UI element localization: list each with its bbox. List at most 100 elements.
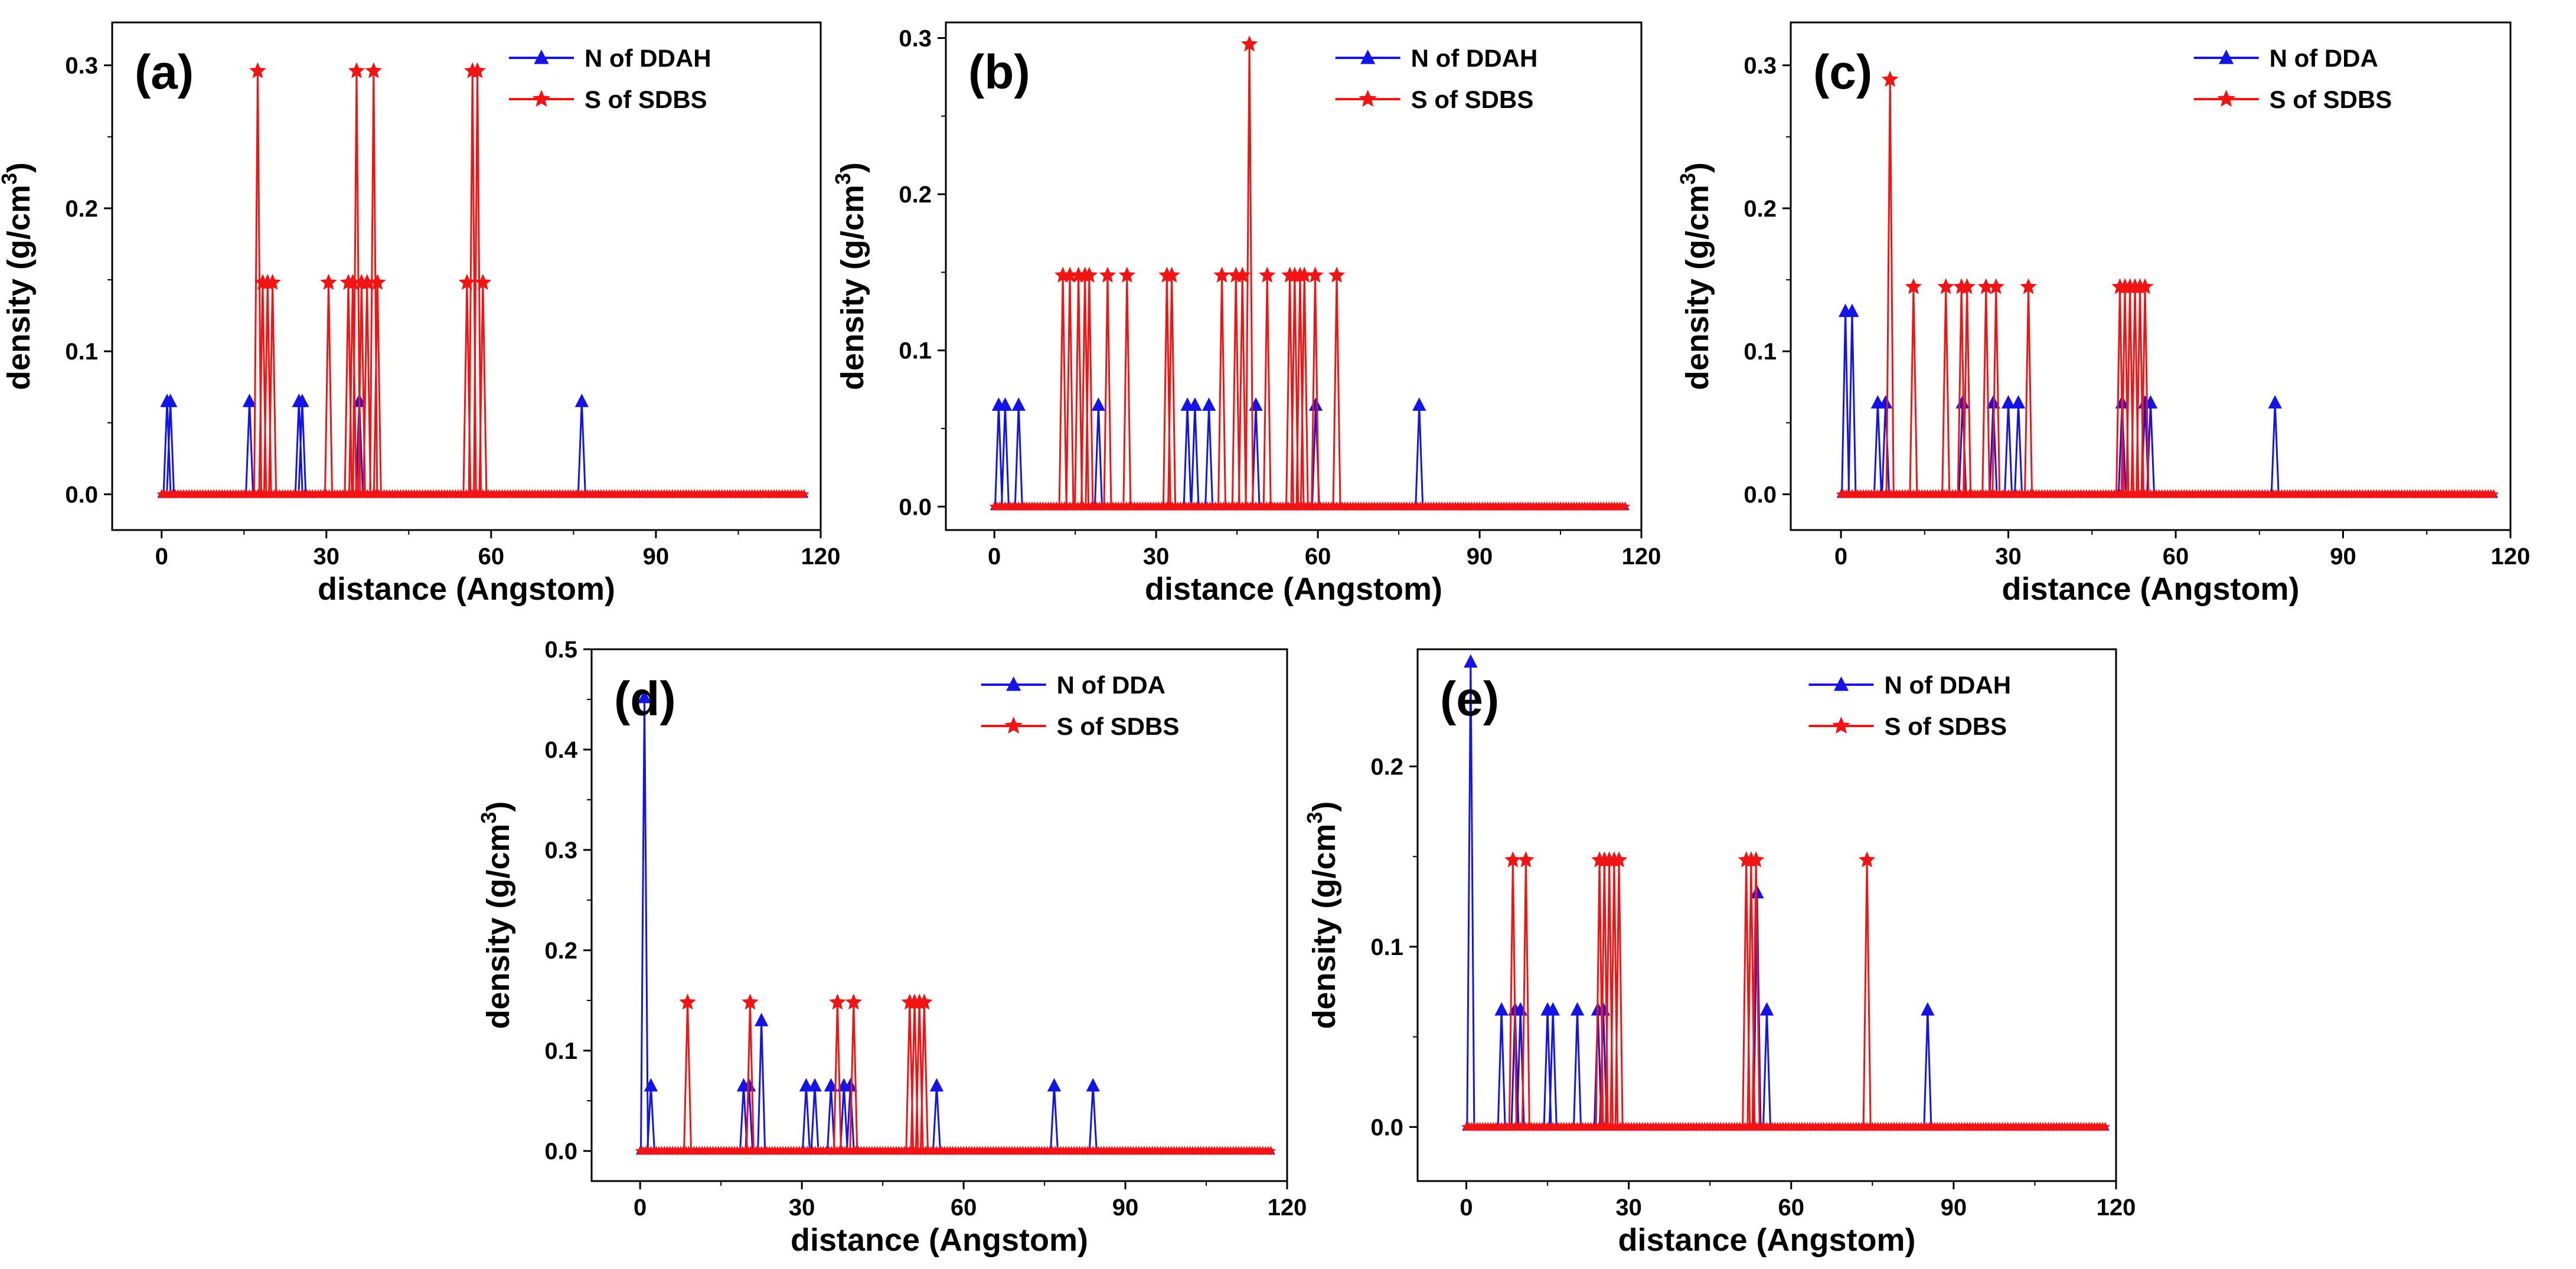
legend-label: S of SDBS [2270, 86, 2392, 113]
legend-label: N of DDA [1057, 671, 1165, 699]
peak-marker-triangle [1546, 1002, 1560, 1016]
peak-marker-triangle [1188, 397, 1202, 411]
x-axis-title: distance (Angstom) [318, 571, 615, 607]
baseline-markers [156, 489, 809, 499]
series-s [989, 35, 1631, 511]
y-tick-label: 0.0 [1744, 482, 1777, 508]
chart-panel: 0 30 60 90 120 0.0 0.1 0.2 0.3 distance (Angstom)… [831, 21, 1661, 607]
y-axis-title: density (g/cm3) [1676, 162, 1715, 390]
peak-line [2140, 287, 2150, 495]
legend-star-icon [1004, 717, 1023, 734]
peak-marker-star [1747, 851, 1765, 868]
peak-marker-triangle [2011, 395, 2026, 409]
peak-line [1862, 860, 1872, 1127]
peak-line [268, 282, 277, 495]
legend-entry: S of SDBS [1335, 86, 1533, 113]
peak-line [1262, 275, 1272, 507]
peak-marker-triangle [1921, 1002, 1935, 1016]
peak-marker-star [365, 62, 383, 79]
data-point-marker [1266, 1146, 1276, 1156]
legend-label: N of DDAH [1411, 44, 1538, 72]
peak-line [1058, 275, 1067, 507]
x-tick-label: 90 [1112, 1195, 1139, 1221]
peak-line [1190, 405, 1200, 507]
peak-line [1204, 405, 1214, 507]
peak-marker-triangle [1412, 397, 1426, 411]
peak-marker-star [344, 273, 361, 290]
peak-line [1841, 311, 1850, 495]
peak-marker-star [829, 993, 846, 1010]
y-axis-title-close: ) [1307, 801, 1342, 812]
peak-marker-triangle [824, 1078, 838, 1092]
peak-line [1963, 287, 1972, 495]
peak-line [1614, 860, 1624, 1127]
series-s [1836, 70, 2499, 499]
y-tick-label: 0.1 [1744, 339, 1777, 365]
peak-marker-star [1905, 278, 1922, 295]
peak-line [2014, 403, 2023, 495]
chart-panel: 0 30 60 90 120 0.0 0.1 0.2 0.3 distance (Angstom)… [1676, 21, 2530, 607]
series-s [1461, 851, 2111, 1131]
series-n [1462, 654, 2110, 1131]
chart-panel: 0 30 60 90 120 0.0 0.1 0.2 0.3 0.4 0.5 distance (An… [476, 637, 1307, 1258]
peak-marker-star [1061, 266, 1079, 283]
peak-line [1065, 275, 1075, 507]
peak-marker-star [474, 273, 492, 290]
peak-line [1300, 275, 1309, 507]
peak-marker-triangle [242, 393, 257, 407]
y-axis-title-sup: 3 [1302, 812, 1327, 823]
y-axis-title-close: ) [1680, 162, 1715, 173]
peak-marker-star [469, 62, 486, 79]
peak-marker-triangle [2001, 395, 2016, 409]
y-tick-label: 0.0 [65, 482, 98, 508]
peak-marker-triangle [998, 397, 1013, 411]
y-axis-title-main: density (g/cm [1, 185, 37, 390]
legend-entry: S of SDBS [2193, 86, 2392, 113]
plot-frame [111, 21, 822, 531]
peak-line [639, 697, 649, 1152]
peak-line [1332, 275, 1341, 507]
peak-marker-star [1881, 70, 1899, 87]
y-axis-title-close: ) [1, 162, 37, 173]
peak-marker-triangle [637, 689, 652, 704]
panel-label: (a) [135, 45, 194, 99]
peak-marker-star [264, 273, 281, 290]
y-tick-label: 0.2 [899, 182, 932, 208]
plot-frame [1790, 21, 2512, 531]
peak-marker-star [845, 993, 863, 1010]
peak-line [1466, 662, 1475, 1127]
y-tick-label: 0.1 [544, 1038, 577, 1064]
peak-line [1085, 275, 1094, 507]
peak-line [1762, 1009, 1771, 1127]
peak-line [1103, 275, 1112, 507]
legend-star-icon [2217, 90, 2235, 107]
peak-marker-triangle [1249, 397, 1263, 411]
y-axis-title: density (g/cm3) [476, 801, 516, 1029]
peak-line [810, 1085, 820, 1152]
legend-entry: S of SDBS [509, 86, 707, 113]
peak-line [1217, 275, 1227, 507]
peak-line [2024, 287, 2033, 495]
peak-line [2270, 403, 2280, 495]
peak-marker-star [1517, 851, 1535, 868]
peak-marker-star [358, 273, 376, 290]
y-axis-title: density (g/cm3) [831, 162, 870, 390]
y-tick-label: 0.2 [65, 196, 98, 222]
peak-line [324, 282, 334, 495]
plot-area [1461, 654, 2111, 1131]
peak-line [757, 1020, 766, 1152]
plot-frame [1416, 648, 2117, 1182]
legend-label: N of DDAH [585, 44, 711, 72]
chart-panel: 0 30 60 90 120 0.0 0.1 0.2 0.3 distance (Angstom)… [0, 21, 840, 607]
peak-marker-star [348, 62, 365, 79]
y-tick-label: 0.0 [899, 494, 932, 520]
peak-marker-star [369, 273, 386, 290]
x-tick-label: 90 [1941, 1195, 1967, 1221]
y-tick-label: 0.5 [544, 637, 577, 663]
y-axis-title-main: density (g/cm [835, 185, 870, 390]
peak-marker-star [1307, 266, 1324, 283]
peak-line [478, 282, 488, 495]
y-axis-title-sup: 3 [476, 812, 501, 823]
peak-marker-triangle [1845, 303, 1859, 318]
panel-label: (e) [1440, 672, 1499, 726]
